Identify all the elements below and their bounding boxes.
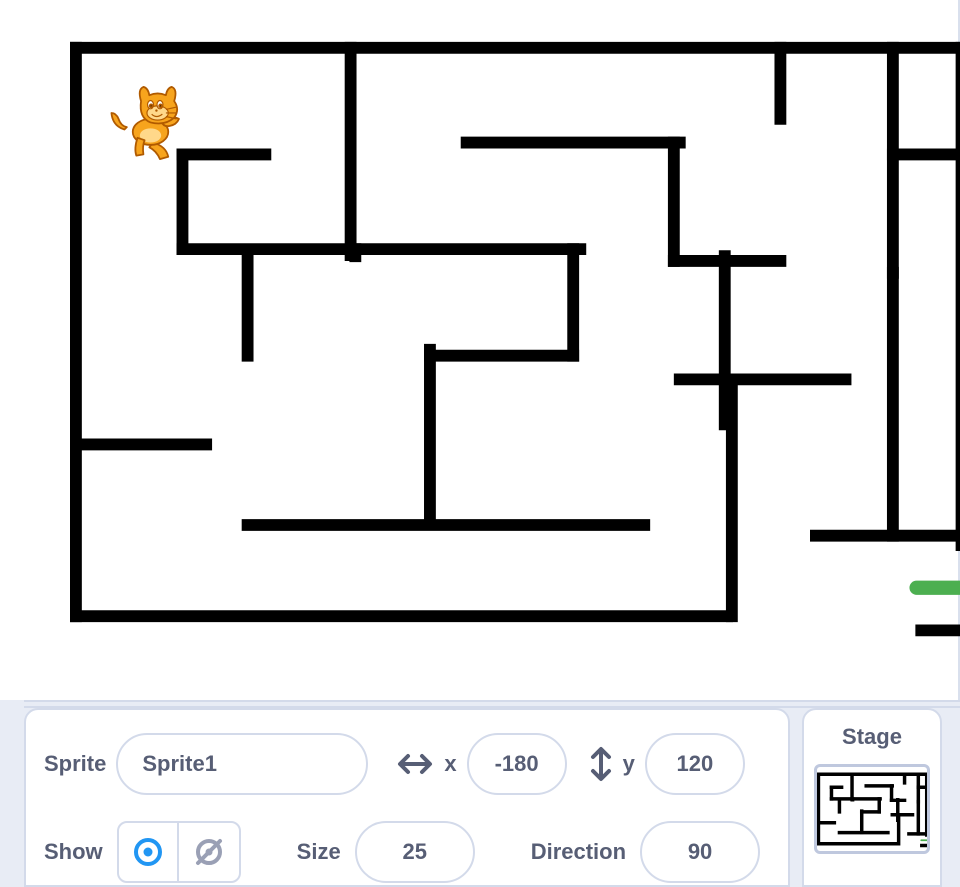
x-axis-icon	[396, 752, 434, 776]
sprite-y-field[interactable]	[645, 733, 745, 795]
sprite-x-field[interactable]	[467, 733, 567, 795]
x-label: x	[444, 751, 456, 777]
sprite-label: Sprite	[44, 751, 106, 777]
stage-thumbnail[interactable]	[814, 764, 930, 854]
stage-panel[interactable]: Stage	[802, 708, 942, 887]
direction-label: Direction	[531, 839, 626, 865]
size-label: Size	[297, 839, 341, 865]
sprite-name-field[interactable]	[116, 733, 368, 795]
panel-divider	[24, 700, 960, 708]
show-label: Show	[44, 839, 103, 865]
sprite-direction-field[interactable]	[640, 821, 760, 883]
sprite-size-input[interactable]	[357, 839, 473, 865]
visibility-toggle	[117, 821, 241, 883]
sprite-row-1: Sprite x	[44, 732, 770, 796]
stage-label: Stage	[842, 724, 902, 750]
y-label: y	[623, 751, 635, 777]
sprite-row-2: Show Size	[44, 820, 770, 884]
info-row: Sprite x	[0, 708, 960, 887]
sprite-size-field[interactable]	[355, 821, 475, 883]
stage-canvas-svg	[64, 36, 960, 628]
show-visible-button[interactable]	[119, 823, 179, 881]
sprite-direction-input[interactable]	[642, 839, 758, 865]
sprite-name-input[interactable]	[118, 751, 366, 777]
stage-thumbnail-svg	[817, 769, 927, 849]
show-hidden-button[interactable]	[179, 823, 239, 881]
y-axis-icon	[589, 745, 613, 783]
sprite-info-panel: Sprite x	[24, 708, 790, 887]
stage-canvas-area[interactable]	[0, 0, 960, 700]
sprite-y-input[interactable]	[647, 751, 743, 777]
sprite-x-input[interactable]	[469, 751, 565, 777]
